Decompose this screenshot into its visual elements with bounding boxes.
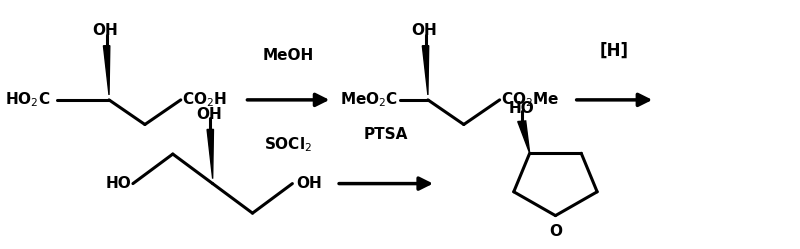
Text: CO$_2$H: CO$_2$H [182, 91, 227, 109]
Text: HO: HO [106, 176, 131, 191]
Text: HO: HO [509, 101, 534, 117]
Text: OH: OH [196, 107, 222, 122]
Text: OH: OH [296, 176, 322, 191]
Text: O: O [549, 224, 562, 239]
Polygon shape [207, 129, 214, 179]
Text: OH: OH [411, 23, 437, 38]
Text: SOCl$_2$: SOCl$_2$ [264, 135, 313, 154]
Text: [H]: [H] [600, 42, 629, 60]
Polygon shape [103, 46, 110, 95]
Text: PTSA: PTSA [364, 127, 408, 142]
Text: HO$_2$C: HO$_2$C [6, 91, 50, 109]
Polygon shape [422, 46, 429, 95]
Text: CO$_2$Me: CO$_2$Me [502, 91, 560, 109]
Text: MeO$_2$C: MeO$_2$C [340, 91, 398, 109]
Text: OH: OH [92, 23, 118, 38]
Polygon shape [518, 121, 530, 153]
Text: MeOH: MeOH [262, 48, 314, 63]
